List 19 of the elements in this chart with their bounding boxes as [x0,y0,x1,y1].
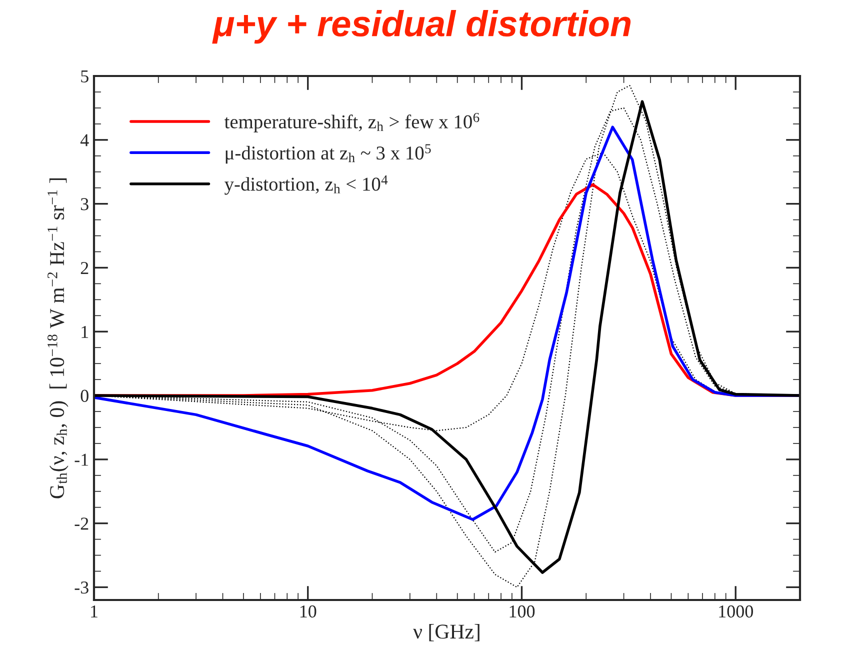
y-tick-label: 2 [80,262,88,274]
legend-label: μ-distortion at z$_{h}$ ~ 3 x 10$^{5}$ [226,144,431,164]
x-tick-label: 1000 [719,605,753,618]
x-tick-label: 10 [300,605,316,618]
legend-label: y-distortion, z$_{h}$ < 10$^{4}$ [224,175,388,195]
y-tick-label: -2 [74,518,88,530]
x-tick-label: 1 [91,605,98,618]
text: G$_{th}$(ν, z$_{h}$, 0) [ 10$^{−18}$ W m$^{−2}$ Hz$^{−1}$ sr$^{−1}$ ] [48,178,68,498]
y-tick-label: 5 [81,70,88,82]
y-tick-label: 3 [80,198,88,210]
x-axis-title: ν [GHz] [413,624,480,642]
y-tick-label: 4 [80,134,89,146]
y-tick-label: 1 [82,326,88,338]
y-tick-label: 0 [80,390,88,402]
x-tick-label: 100 [510,605,535,618]
chart-title: μ+y + residual distortion [212,10,631,44]
y-tick-label: -1 [74,454,88,466]
legend-label: temperature-shift, z$_{h}$ > few x 10$^{6}$ [224,112,480,132]
y-tick-label: -3 [74,582,88,594]
